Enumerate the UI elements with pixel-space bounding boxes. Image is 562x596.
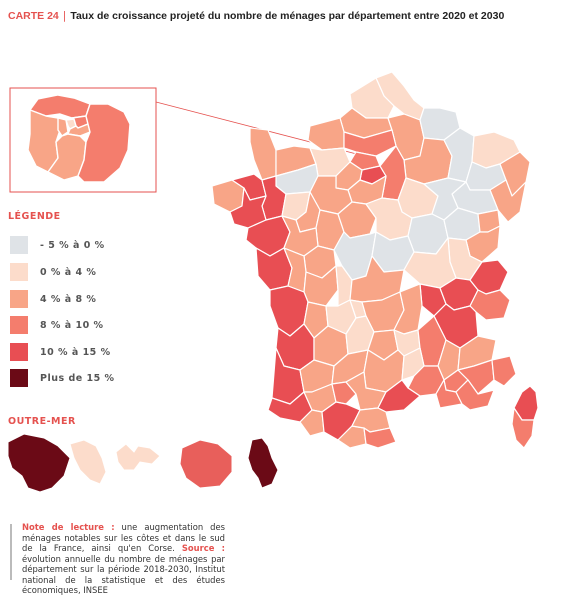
- legend-label: 0 % à 4 %: [40, 266, 97, 278]
- header-separator: |: [62, 10, 67, 22]
- legend-item: 4 % à 8 %: [10, 290, 96, 308]
- legend-swatch: [10, 263, 28, 281]
- legend-swatch: [10, 343, 28, 361]
- outremer-territories: [7, 433, 279, 493]
- dept-pyrenees-orientales: [363, 427, 397, 449]
- dept-var: [455, 379, 495, 411]
- territory-guadeloupe: [115, 443, 161, 471]
- dept-manche: [249, 127, 277, 181]
- territory-mayotte: [247, 437, 279, 489]
- dept-corse-du-sud: [511, 407, 535, 449]
- map-number-label: CARTE 24: [8, 10, 59, 22]
- territory-martinique: [69, 439, 107, 485]
- legend-swatch: [10, 316, 28, 334]
- legend-item: 10 % à 15 %: [10, 343, 111, 361]
- territory-guyane: [7, 433, 71, 493]
- legend-label: 10 % à 15 %: [40, 346, 111, 358]
- legend-item: Plus de 15 %: [10, 369, 115, 387]
- legend-swatch: [10, 290, 28, 308]
- legend-item: 0 % à 4 %: [10, 263, 96, 281]
- dept-seine-et-marne: [77, 103, 131, 183]
- legend-label: 8 % à 10 %: [40, 319, 104, 331]
- dept-hauts-de-seine: [57, 117, 69, 137]
- note-reading-text: une augmentation des ménages notables su…: [22, 522, 225, 553]
- legend-label: 4 % à 8 %: [40, 293, 97, 305]
- legend-label: - 5 % à 0 %: [40, 239, 105, 251]
- legend-item: - 5 % à 0 %: [10, 236, 105, 254]
- metropole: [211, 71, 539, 449]
- outremer-title: OUTRE-MER: [8, 416, 76, 427]
- dept-oise: [343, 129, 397, 157]
- dept-morbihan: [229, 187, 267, 229]
- dept-seine-maritime: [307, 117, 345, 151]
- map-title: Taux de croissance projeté du nombre de …: [70, 10, 505, 22]
- legend-label: Plus de 15 %: [40, 372, 115, 384]
- note-reading-label: Note de lecture :: [22, 522, 115, 532]
- idf-inset: [9, 87, 373, 193]
- reading-note: Note de lecture : une augmentation des m…: [22, 522, 225, 596]
- territory-reunion: [179, 439, 233, 489]
- note-accent-bar: [10, 524, 12, 580]
- legend-title: LÉGENDE: [8, 211, 61, 222]
- map-header: CARTE 24 | Taux de croissance projeté du n…: [8, 10, 504, 22]
- legend-swatch: [10, 369, 28, 387]
- legend-swatch: [10, 236, 28, 254]
- legend-item: 8 % à 10 %: [10, 316, 104, 334]
- note-source-text: évolution annuelle du nombre de ménages …: [22, 553, 225, 596]
- note-source-label: Source :: [181, 543, 225, 553]
- dept-alpes-maritimes: [491, 355, 517, 387]
